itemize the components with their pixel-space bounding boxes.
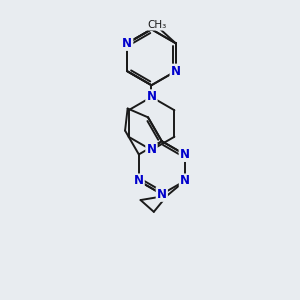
- Text: N: N: [180, 174, 190, 188]
- Text: N: N: [122, 37, 132, 50]
- Text: N: N: [171, 65, 181, 78]
- Text: N: N: [122, 37, 132, 50]
- Text: CH₃: CH₃: [148, 20, 167, 30]
- Text: N: N: [146, 91, 157, 103]
- Text: N: N: [134, 174, 144, 188]
- Text: N: N: [157, 188, 167, 201]
- Text: N: N: [146, 143, 157, 157]
- Text: N: N: [171, 65, 181, 78]
- Text: N: N: [146, 91, 157, 103]
- Text: N: N: [180, 148, 190, 161]
- Text: N: N: [146, 143, 157, 157]
- Text: N: N: [157, 188, 167, 201]
- Text: N: N: [180, 148, 190, 161]
